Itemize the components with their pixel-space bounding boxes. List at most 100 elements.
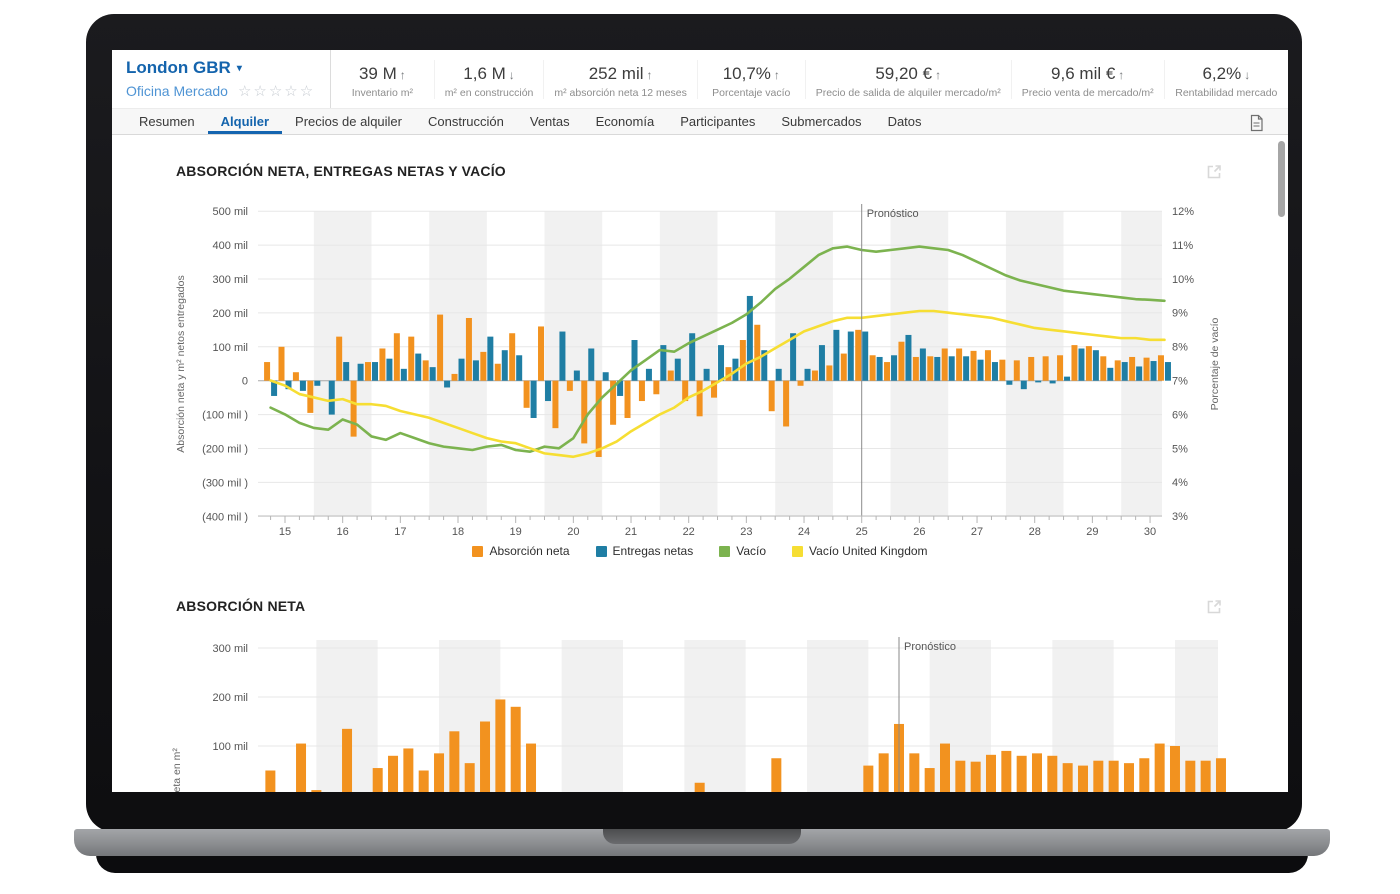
market-header: London GBR ▾ Oficina Mercado ☆☆☆☆☆ [112,50,330,108]
kpi-value: 6,2% [1202,63,1242,83]
tab-participantes[interactable]: Participantes [680,114,756,129]
svg-text:Pronóstico: Pronóstico [867,208,919,220]
market-selector[interactable]: London GBR ▾ [126,58,330,78]
svg-text:27: 27 [971,526,983,538]
kpi-value: 9,6 mil € [1051,63,1116,83]
svg-text:19: 19 [510,526,522,538]
kpi-value: 59,20 € [875,63,933,83]
svg-text:25: 25 [856,526,868,538]
svg-text:16: 16 [337,526,349,538]
tab-ventas[interactable]: Ventas [529,114,570,129]
trend-arrow-icon: ↓ [508,67,515,82]
legend-label: Absorción neta [489,544,570,558]
svg-text:400 mil: 400 mil [213,240,248,252]
tab-resumen[interactable]: Resumen [139,114,195,129]
svg-text:Absorción neta en m²: Absorción neta en m² [171,748,183,792]
kpi-3: 252 mil ↑ m² absorción neta 12 meses [544,59,698,99]
report-document-icon[interactable] [1249,114,1264,132]
svg-text:(100 mil ): (100 mil ) [202,410,248,422]
kpi-bar: 39 M ↑ Inventario m² 1,6 M ↓ m² en construcci… [330,50,1288,108]
kpi-label: Precio venta de mercado/m² [1021,86,1154,99]
kpi-label: Rentabilidad mercado [1175,86,1278,99]
submarket-label: Oficina Mercado [126,83,228,99]
svg-text:17: 17 [394,526,406,538]
chart1-title: ABSORCIÓN NETA, ENTREGAS NETAS Y VACÍO [176,163,506,179]
svg-text:30: 30 [1144,526,1156,538]
star-rating[interactable]: ☆☆☆☆☆ [237,83,316,100]
svg-text:20: 20 [567,526,579,538]
chart2-expand-icon[interactable] [1205,598,1223,616]
trend-arrow-icon: ↑ [773,67,780,82]
svg-text:21: 21 [625,526,637,538]
svg-text:8%: 8% [1172,342,1188,354]
legend-swatch [595,545,607,557]
trend-arrow-icon: ↑ [646,67,653,82]
legend-label: Vacío United Kingdom [809,544,928,558]
svg-text:6%: 6% [1172,409,1188,421]
svg-text:200 mil: 200 mil [213,692,248,704]
legend-item: Vacío [719,544,766,558]
svg-text:300 mil: 300 mil [213,274,248,286]
kpi-label: Inventario m² [351,86,413,99]
kpi-value: 1,6 M [463,63,506,83]
tab-submercados[interactable]: Submercados [781,114,862,129]
chart-absorcion-entregas-vacio: Pronóstico 15 16 17 18 19 20 21 22 23 24 25 26 27 28 29… [175,204,1221,538]
legend-swatch [719,545,731,557]
legend-item: Absorción neta [472,544,570,558]
laptop-notch [603,829,801,844]
tab-bar: Resumen Alquiler Precios de alquiler Constr… [112,108,1288,135]
tab-precios-de-alquiler[interactable]: Precios de alquiler [295,114,402,129]
svg-text:(200 mil ): (200 mil ) [202,444,248,456]
kpi-label: Porcentaje vacío [712,86,791,99]
kpi-2: 1,6 M ↓ m² en construcción [435,59,545,99]
svg-text:15: 15 [279,526,291,538]
chart-absorcion-neta: 300 mil 200 mil 100 mil Pronóstico Absorción… [171,637,1226,792]
trend-arrow-icon: ↑ [1118,67,1125,82]
chart1-legend: Absorción neta Entregas netas Vacío Vacío U… [112,544,1288,558]
kpi-label: m² en construcción [444,86,534,99]
tab-construcci-n[interactable]: Construcción [428,114,504,129]
app-header: London GBR ▾ Oficina Mercado ☆☆☆☆☆ 39 M ↑… [112,50,1288,108]
kpi-4: 10,7% ↑ Porcentaje vacío [698,59,806,99]
tab-alquiler[interactable]: Alquiler [207,109,283,134]
svg-text:300 mil: 300 mil [213,643,248,655]
svg-text:Porcentaje de vacío: Porcentaje de vacío [1209,317,1221,410]
laptop-shadow [96,854,1308,873]
svg-text:12%: 12% [1172,206,1194,218]
svg-text:100 mil: 100 mil [213,342,248,354]
svg-text:Absorción neta y m² netos entr: Absorción neta y m² netos entregados [175,275,187,452]
svg-text:5%: 5% [1172,443,1188,455]
chart2-title: ABSORCIÓN NETA [176,598,306,614]
tab-econom-a[interactable]: Economía [595,114,655,129]
trend-arrow-icon: ↑ [399,67,406,82]
svg-text:3%: 3% [1172,511,1188,523]
legend-label: Vacío [736,544,767,558]
kpi-1: 39 M ↑ Inventario m² [331,59,435,99]
svg-text:29: 29 [1086,526,1098,538]
svg-text:22: 22 [683,526,695,538]
svg-text:7%: 7% [1172,376,1188,388]
svg-text:10%: 10% [1172,274,1194,286]
vertical-scrollbar-thumb[interactable] [1278,141,1285,217]
kpi-6: 9,6 mil € ↑ Precio venta de mercado/m² [1012,59,1165,99]
svg-text:28: 28 [1029,526,1041,538]
svg-text:11%: 11% [1172,240,1193,252]
tab-datos[interactable]: Datos [887,114,922,129]
kpi-label: m² absorción neta 12 meses [554,86,687,99]
svg-text:24: 24 [798,526,810,538]
chart1-expand-icon[interactable] [1205,163,1223,181]
svg-text:23: 23 [740,526,752,538]
laptop-base [74,829,1330,856]
svg-text:(400 mil ): (400 mil ) [202,511,248,523]
legend-swatch [472,545,484,557]
svg-text:200 mil: 200 mil [213,308,248,320]
app-window: London GBR ▾ Oficina Mercado ☆☆☆☆☆ 39 M ↑… [112,50,1288,792]
trend-arrow-icon: ↓ [1244,67,1251,82]
market-name-label: London GBR [126,58,231,77]
svg-text:(300 mil ): (300 mil ) [202,477,248,489]
kpi-7: 6,2% ↓ Rentabilidad mercado [1165,60,1288,99]
svg-text:26: 26 [913,526,925,538]
svg-text:Pronóstico: Pronóstico [904,641,956,653]
svg-text:100 mil: 100 mil [213,741,248,753]
